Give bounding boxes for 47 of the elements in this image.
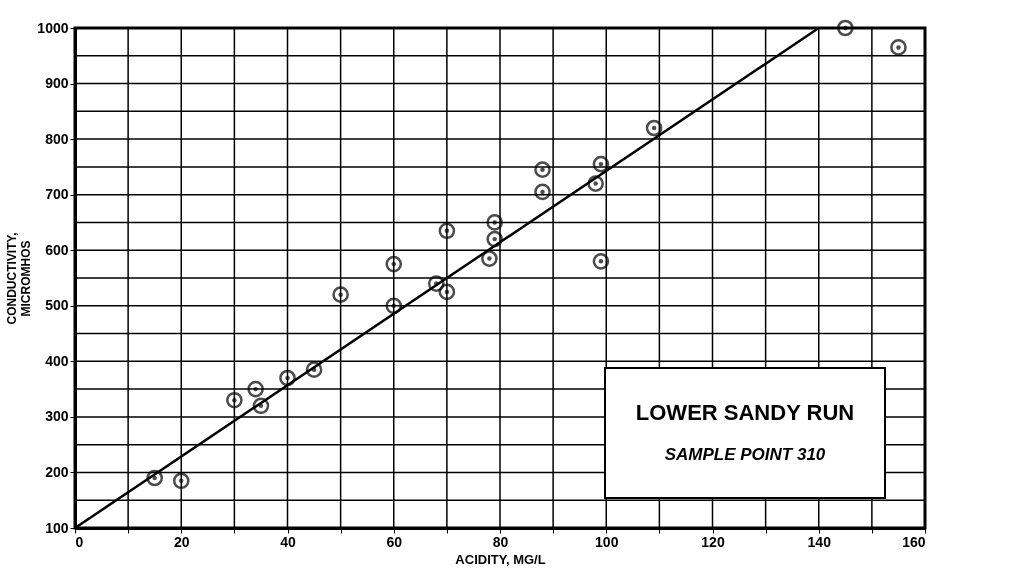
annotation: SAMPLE POINT 310 — [664, 445, 826, 464]
x-tick-label: 100 — [595, 533, 619, 550]
x-tick-label: 0 — [75, 533, 84, 550]
y-tick-label: 100 — [45, 519, 69, 536]
point — [252, 397, 270, 415]
x-tick-label: 20 — [173, 533, 190, 550]
x-tick-label: 60 — [386, 533, 403, 550]
y-tick-label: 600 — [45, 241, 69, 258]
point — [890, 39, 907, 56]
point — [534, 183, 551, 201]
y-tick-label: 700 — [45, 186, 69, 203]
point — [226, 391, 243, 409]
point — [385, 297, 403, 315]
point — [305, 361, 323, 378]
annotation: LOWER SANDY RUN — [635, 400, 855, 425]
y-tick-label: 800 — [45, 130, 69, 147]
point — [146, 469, 164, 487]
point — [332, 286, 349, 303]
point — [486, 230, 504, 248]
x-tick-label: 160 — [902, 533, 926, 550]
x-axis-title: ACIDITY, MG/L — [455, 551, 546, 567]
y-tick-label: 1000 — [37, 19, 69, 36]
point — [279, 369, 296, 387]
point — [534, 161, 551, 178]
point — [592, 253, 610, 270]
point — [587, 175, 604, 192]
x-tick-label: 40 — [280, 533, 296, 550]
point — [247, 380, 264, 398]
point — [486, 214, 504, 231]
point — [172, 472, 190, 490]
point — [645, 119, 663, 137]
x-tick-label: 80 — [492, 533, 509, 550]
y-tick-label: 200 — [45, 463, 69, 480]
point — [481, 250, 498, 267]
y-tick-label: 500 — [45, 297, 69, 314]
y-tick-label: 400 — [45, 352, 69, 369]
point — [427, 275, 445, 292]
point — [592, 155, 610, 173]
y-tick-label: 900 — [45, 75, 69, 92]
point — [836, 19, 854, 37]
point — [385, 255, 403, 273]
point — [438, 283, 456, 301]
y-tick-label: 300 — [45, 408, 69, 425]
point — [438, 222, 456, 240]
x-tick-label: 140 — [807, 533, 832, 550]
x-tick-label: 120 — [701, 533, 725, 550]
y-axis-title: CONDUCTIVITY, MICROMHOS — [5, 232, 34, 325]
